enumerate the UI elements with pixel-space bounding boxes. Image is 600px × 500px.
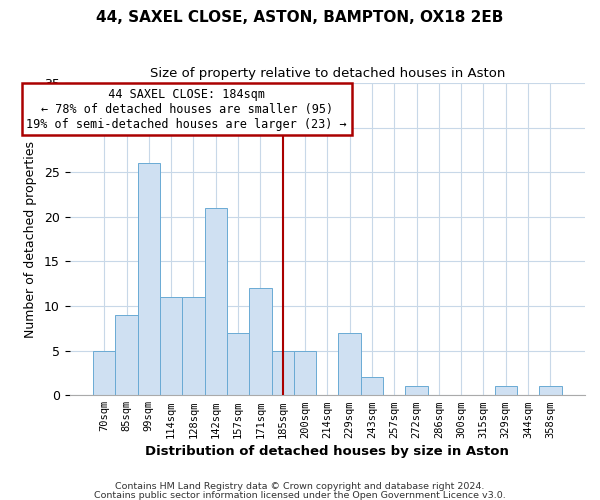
Bar (249, 288, 272, 395)
Bar (137, 164, 160, 395)
Bar (361, 378, 383, 395)
Bar (115, 315, 137, 395)
Bar (294, 350, 316, 395)
Bar (93, 350, 115, 395)
Bar (539, 386, 562, 395)
Bar (272, 350, 294, 395)
Text: Contains HM Land Registry data © Crown copyright and database right 2024.: Contains HM Land Registry data © Crown c… (115, 482, 485, 491)
Y-axis label: Number of detached properties: Number of detached properties (24, 140, 37, 338)
Bar (205, 208, 227, 395)
X-axis label: Distribution of detached houses by size in Aston: Distribution of detached houses by size … (145, 444, 509, 458)
Bar (182, 297, 205, 395)
Bar (160, 297, 182, 395)
Bar (406, 386, 428, 395)
Title: Size of property relative to detached houses in Aston: Size of property relative to detached ho… (149, 68, 505, 80)
Bar (338, 333, 361, 395)
Bar (227, 333, 249, 395)
Text: 44 SAXEL CLOSE: 184sqm  
← 78% of detached houses are smaller (95)
19% of semi-d: 44 SAXEL CLOSE: 184sqm ← 78% of detached… (26, 88, 347, 130)
Bar (494, 386, 517, 395)
Text: 44, SAXEL CLOSE, ASTON, BAMPTON, OX18 2EB: 44, SAXEL CLOSE, ASTON, BAMPTON, OX18 2E… (97, 10, 503, 25)
Text: Contains public sector information licensed under the Open Government Licence v3: Contains public sector information licen… (94, 491, 506, 500)
